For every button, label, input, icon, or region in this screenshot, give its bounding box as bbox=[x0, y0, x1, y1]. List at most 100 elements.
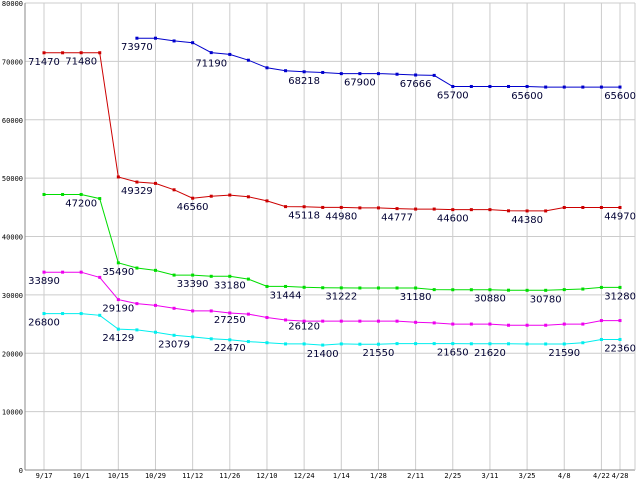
data-point bbox=[321, 343, 325, 347]
data-point bbox=[488, 322, 492, 326]
data-point bbox=[135, 266, 139, 270]
data-point bbox=[599, 319, 603, 323]
y-tick-label: 40000 bbox=[2, 234, 23, 242]
data-point bbox=[302, 342, 306, 346]
data-point bbox=[414, 320, 418, 324]
data-point bbox=[432, 288, 436, 292]
data-label: 44380 bbox=[511, 215, 543, 226]
data-point bbox=[376, 286, 380, 290]
data-point bbox=[79, 192, 83, 196]
data-point bbox=[153, 303, 157, 307]
data-point bbox=[172, 188, 176, 192]
data-label: 33180 bbox=[214, 280, 246, 291]
data-point bbox=[135, 180, 139, 184]
data-label: 33890 bbox=[28, 276, 60, 287]
data-label: 22360 bbox=[604, 343, 636, 354]
data-point bbox=[451, 322, 455, 326]
data-point bbox=[544, 323, 548, 327]
data-point bbox=[469, 84, 473, 88]
data-point bbox=[79, 312, 83, 316]
data-point bbox=[153, 36, 157, 40]
data-label: 29190 bbox=[102, 304, 134, 315]
data-point bbox=[599, 85, 603, 89]
data-point bbox=[488, 342, 492, 346]
data-label: 49329 bbox=[121, 186, 153, 197]
data-point bbox=[581, 205, 585, 209]
data-point bbox=[618, 205, 622, 209]
data-point bbox=[321, 205, 325, 209]
data-point bbox=[395, 342, 399, 346]
data-point bbox=[79, 51, 83, 55]
data-point bbox=[116, 298, 120, 302]
data-label: 27250 bbox=[214, 315, 246, 326]
data-point bbox=[358, 72, 362, 76]
data-point bbox=[376, 342, 380, 346]
data-label: 33390 bbox=[177, 279, 209, 290]
data-point bbox=[191, 273, 195, 277]
data-label: 22470 bbox=[214, 343, 246, 354]
data-point bbox=[172, 39, 176, 43]
data-point bbox=[432, 321, 436, 325]
x-tick-label: 9/17 bbox=[36, 472, 53, 480]
data-point bbox=[432, 207, 436, 211]
data-point bbox=[469, 322, 473, 326]
series-1 bbox=[135, 36, 622, 89]
data-label: 24129 bbox=[102, 333, 134, 344]
data-point bbox=[153, 330, 157, 334]
data-point bbox=[98, 51, 102, 55]
data-point bbox=[172, 306, 176, 310]
y-tick-label: 80000 bbox=[2, 0, 23, 8]
series-3 bbox=[42, 192, 622, 292]
data-point bbox=[42, 192, 46, 196]
data-point bbox=[98, 197, 102, 201]
data-label: 26120 bbox=[288, 322, 320, 333]
data-point bbox=[562, 342, 566, 346]
data-point bbox=[302, 319, 306, 323]
data-point bbox=[469, 342, 473, 346]
data-point bbox=[42, 270, 46, 274]
series-lines bbox=[42, 36, 622, 347]
data-point bbox=[228, 274, 232, 278]
data-point bbox=[581, 85, 585, 89]
data-point bbox=[507, 288, 511, 292]
data-point bbox=[618, 285, 622, 289]
data-point bbox=[581, 322, 585, 326]
data-label: 21400 bbox=[307, 349, 339, 360]
data-label: 67666 bbox=[400, 79, 432, 90]
data-point bbox=[209, 337, 213, 341]
x-tick-label: 4/8 bbox=[558, 472, 571, 480]
data-point bbox=[321, 286, 325, 290]
data-point bbox=[246, 58, 250, 62]
data-point bbox=[562, 85, 566, 89]
data-point bbox=[116, 175, 120, 179]
data-point bbox=[507, 323, 511, 327]
x-tick-label: 11/12 bbox=[182, 472, 203, 480]
data-point bbox=[469, 208, 473, 212]
x-tick-label: 10/1 bbox=[73, 472, 90, 480]
data-point bbox=[284, 342, 288, 346]
data-label: 21590 bbox=[548, 348, 580, 359]
data-point bbox=[191, 196, 195, 200]
data-point bbox=[469, 288, 473, 292]
x-tick-label: 2/11 bbox=[407, 472, 424, 480]
x-tick-label: 11/26 bbox=[219, 472, 240, 480]
data-point bbox=[525, 209, 529, 213]
data-point bbox=[302, 70, 306, 74]
data-point bbox=[451, 288, 455, 292]
data-label: 73970 bbox=[121, 42, 153, 53]
data-point bbox=[544, 288, 548, 292]
data-label: 31180 bbox=[400, 292, 432, 303]
series-line bbox=[44, 194, 620, 291]
data-label: 71480 bbox=[65, 57, 97, 68]
data-point bbox=[228, 52, 232, 56]
data-point bbox=[135, 302, 139, 306]
data-label: 44777 bbox=[381, 213, 413, 224]
data-point bbox=[432, 73, 436, 77]
data-label: 31280 bbox=[604, 291, 636, 302]
data-label: 31444 bbox=[270, 290, 302, 301]
data-point bbox=[265, 284, 269, 288]
data-point bbox=[284, 284, 288, 288]
series-line bbox=[44, 271, 620, 326]
data-label: 47200 bbox=[65, 198, 97, 209]
